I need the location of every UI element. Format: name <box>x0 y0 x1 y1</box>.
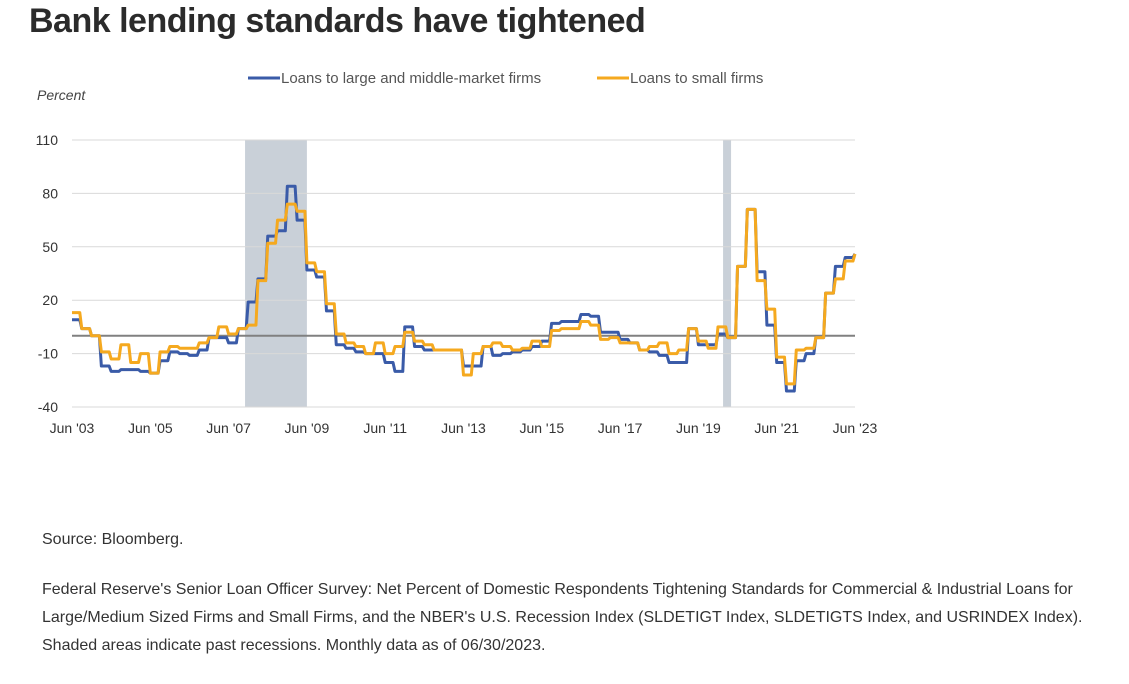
x-tick-label: Jun '15 <box>519 420 564 436</box>
y-tick-label: 110 <box>36 132 59 148</box>
recession-shade <box>245 140 307 407</box>
y-tick-label: 50 <box>42 239 58 255</box>
x-tick-label: Jun '23 <box>833 420 878 436</box>
x-tick-label: Jun '13 <box>441 420 486 436</box>
chart-description: Federal Reserve's Senior Loan Officer Su… <box>42 581 1083 654</box>
y-tick-label: 20 <box>42 292 58 308</box>
x-tick-label: Jun '05 <box>128 420 173 436</box>
y-tick-label: -40 <box>38 399 58 415</box>
x-tick-label: Jun '07 <box>206 420 251 436</box>
y-tick-label: 80 <box>42 185 58 201</box>
x-tick-label: Jun '11 <box>363 420 407 436</box>
source-note: Source: Bloomberg. <box>42 531 184 548</box>
x-tick-label: Jun '21 <box>754 420 799 436</box>
x-tick-label: Jun '09 <box>285 420 330 436</box>
legend-small-firms-label: Loans to small firms <box>630 70 763 87</box>
y-axis-label: Percent <box>37 87 86 103</box>
y-tick-label: -10 <box>38 346 58 362</box>
series-line-small-firms <box>72 202 857 386</box>
legend-large-firms-label: Loans to large and middle-market firms <box>281 70 541 87</box>
x-tick-label: Jun '19 <box>676 420 721 436</box>
x-tick-label: Jun '17 <box>598 420 643 436</box>
x-tick-label: Jun '03 <box>50 420 95 436</box>
recession-shade <box>723 140 732 407</box>
chart-title: Bank lending standards have tightened <box>29 2 646 40</box>
line-chart: 110 80 50 20 -10 -40 Jun '03 Jun '05 Jun '07 Jun … <box>36 70 878 436</box>
